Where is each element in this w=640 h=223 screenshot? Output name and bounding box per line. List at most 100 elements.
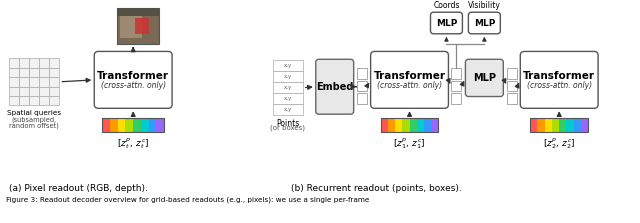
Bar: [117, 8, 159, 43]
Bar: [10, 77, 19, 87]
Bar: [451, 93, 461, 104]
Bar: [381, 118, 388, 132]
Text: x,y: x,y: [284, 85, 292, 90]
Bar: [40, 96, 49, 105]
Bar: [19, 77, 29, 87]
Bar: [273, 60, 303, 71]
Bar: [29, 96, 40, 105]
Bar: [356, 81, 367, 91]
Text: x,y: x,y: [284, 107, 292, 112]
Text: Embed: Embed: [316, 82, 353, 92]
Text: MLP: MLP: [473, 73, 496, 83]
Bar: [148, 118, 156, 132]
Text: Transformer: Transformer: [97, 71, 169, 81]
Text: $[z_1^p,\,z_1^c]$: $[z_1^p,\,z_1^c]$: [393, 136, 426, 151]
Bar: [29, 68, 40, 77]
Bar: [388, 118, 395, 132]
Bar: [29, 87, 40, 96]
Bar: [156, 118, 164, 132]
Bar: [403, 118, 410, 132]
Bar: [49, 68, 60, 77]
Bar: [49, 77, 60, 87]
Bar: [10, 68, 19, 77]
Bar: [531, 118, 588, 132]
FancyBboxPatch shape: [468, 12, 500, 34]
Bar: [125, 118, 133, 132]
Bar: [273, 82, 303, 93]
Bar: [49, 58, 60, 68]
Text: MLP: MLP: [436, 19, 457, 27]
Text: Transformer: Transformer: [523, 71, 595, 81]
Bar: [40, 68, 49, 77]
Bar: [273, 93, 303, 104]
Text: x,y: x,y: [284, 74, 292, 79]
Bar: [19, 87, 29, 96]
Bar: [508, 93, 517, 104]
Bar: [417, 118, 424, 132]
Text: Points: Points: [276, 119, 300, 128]
FancyBboxPatch shape: [465, 59, 503, 97]
Bar: [133, 118, 141, 132]
Text: (b) Recurrent readout (points, boxes).: (b) Recurrent readout (points, boxes).: [291, 184, 461, 193]
FancyBboxPatch shape: [431, 12, 463, 34]
Bar: [451, 81, 461, 91]
Bar: [19, 96, 29, 105]
Text: (cross-attn. only): (cross-attn. only): [527, 81, 592, 90]
Bar: [356, 68, 367, 79]
Bar: [538, 118, 545, 132]
Bar: [117, 8, 159, 16]
Text: random offset): random offset): [10, 122, 60, 128]
Bar: [40, 58, 49, 68]
FancyBboxPatch shape: [520, 52, 598, 108]
Bar: [141, 118, 148, 132]
Bar: [273, 71, 303, 82]
Bar: [531, 118, 538, 132]
Bar: [431, 118, 438, 132]
Bar: [410, 118, 417, 132]
Text: $[z_t^p,\,z_t^c]$: $[z_t^p,\,z_t^c]$: [117, 136, 150, 151]
Bar: [508, 68, 517, 79]
Text: (subsampled,: (subsampled,: [12, 116, 57, 123]
Bar: [102, 118, 164, 132]
Bar: [19, 68, 29, 77]
Bar: [29, 77, 40, 87]
Bar: [120, 12, 142, 38]
Text: Spatial queries: Spatial queries: [7, 110, 61, 116]
Bar: [356, 93, 367, 104]
Bar: [10, 58, 19, 68]
Bar: [559, 118, 566, 132]
Text: Coords: Coords: [433, 1, 460, 10]
Text: MLP: MLP: [474, 19, 495, 27]
Bar: [451, 68, 461, 79]
Bar: [545, 118, 552, 132]
FancyBboxPatch shape: [316, 59, 354, 114]
Bar: [135, 18, 149, 34]
Bar: [118, 118, 125, 132]
Text: Transformer: Transformer: [374, 71, 445, 81]
Bar: [552, 118, 559, 132]
Text: $[z_2^p,\,z_2^c]$: $[z_2^p,\,z_2^c]$: [543, 136, 575, 151]
Bar: [381, 118, 438, 132]
Bar: [40, 77, 49, 87]
Bar: [49, 87, 60, 96]
Bar: [29, 58, 40, 68]
Bar: [40, 87, 49, 96]
Bar: [49, 96, 60, 105]
Text: x,y: x,y: [284, 63, 292, 68]
FancyBboxPatch shape: [371, 52, 449, 108]
Bar: [424, 118, 431, 132]
Bar: [102, 118, 110, 132]
Text: x,y: x,y: [284, 96, 292, 101]
Bar: [10, 87, 19, 96]
Text: (cross-attn. only): (cross-attn. only): [100, 81, 166, 90]
Bar: [395, 118, 403, 132]
Text: Visibility: Visibility: [468, 1, 501, 10]
Bar: [573, 118, 581, 132]
Text: (cross-attn. only): (cross-attn. only): [377, 81, 442, 90]
Text: Figure 3: Readout decoder overview for grid-based readouts (e.g., pixels): we us: Figure 3: Readout decoder overview for g…: [6, 196, 370, 203]
Bar: [581, 118, 588, 132]
Bar: [10, 96, 19, 105]
Bar: [566, 118, 573, 132]
Text: (a) Pixel readout (RGB, depth).: (a) Pixel readout (RGB, depth).: [10, 184, 148, 193]
FancyBboxPatch shape: [94, 52, 172, 108]
